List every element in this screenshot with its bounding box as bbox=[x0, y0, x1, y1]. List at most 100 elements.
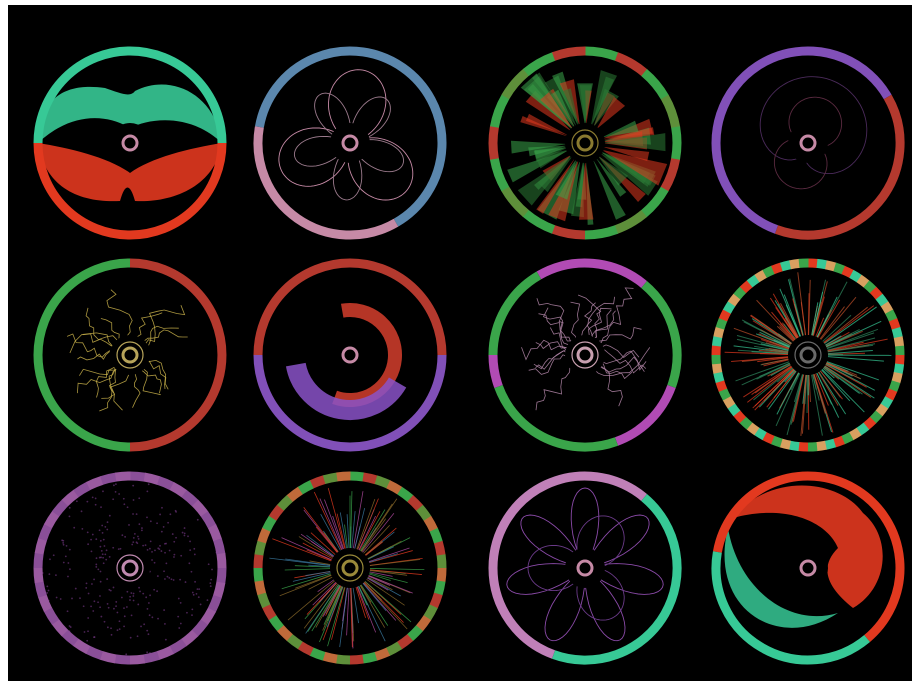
ring-segment bbox=[869, 410, 883, 424]
ray bbox=[362, 582, 397, 621]
ray bbox=[767, 363, 791, 377]
ring-segment bbox=[746, 274, 760, 288]
ring-segment bbox=[660, 158, 681, 192]
ray bbox=[325, 585, 342, 616]
ring-segment bbox=[718, 309, 732, 322]
dot bbox=[59, 598, 62, 600]
ring-segment bbox=[891, 372, 903, 384]
ray bbox=[357, 498, 379, 550]
dot bbox=[101, 531, 104, 534]
ray bbox=[827, 338, 888, 352]
ray bbox=[312, 581, 337, 606]
dot bbox=[99, 595, 101, 597]
dot bbox=[116, 629, 119, 632]
dot bbox=[74, 587, 77, 590]
ray bbox=[363, 582, 408, 630]
dot bbox=[142, 592, 145, 595]
dot bbox=[142, 544, 145, 547]
ring-segment bbox=[711, 142, 779, 234]
wedge bbox=[597, 155, 629, 186]
ray bbox=[311, 541, 334, 558]
ring-segment bbox=[551, 494, 682, 665]
ray bbox=[823, 366, 863, 395]
ray bbox=[819, 370, 843, 400]
dot bbox=[100, 549, 103, 552]
dot bbox=[151, 550, 153, 553]
scribble bbox=[77, 367, 119, 394]
dot bbox=[129, 595, 132, 598]
dot bbox=[146, 549, 149, 551]
dot bbox=[123, 615, 126, 618]
dot bbox=[178, 627, 181, 629]
ray bbox=[792, 374, 805, 422]
ray bbox=[825, 320, 882, 348]
dot bbox=[174, 509, 177, 512]
dot bbox=[100, 615, 103, 618]
ray bbox=[826, 332, 875, 350]
dot bbox=[146, 651, 149, 654]
ray bbox=[743, 365, 792, 398]
dot bbox=[171, 533, 174, 535]
scribble bbox=[100, 318, 120, 341]
hub-shadow bbox=[788, 335, 828, 375]
ring-segment bbox=[349, 654, 364, 665]
ring-segment bbox=[156, 476, 175, 491]
ray bbox=[815, 317, 825, 337]
ray bbox=[755, 333, 790, 348]
ring-segment bbox=[733, 286, 747, 300]
dot bbox=[106, 626, 109, 629]
dot bbox=[146, 490, 149, 493]
ring-segment bbox=[789, 258, 800, 270]
ray bbox=[346, 514, 350, 549]
dot bbox=[130, 614, 133, 617]
ring-segment bbox=[727, 293, 741, 307]
dot bbox=[108, 555, 111, 558]
dot bbox=[132, 541, 135, 544]
ray bbox=[827, 352, 866, 355]
ray bbox=[308, 564, 331, 568]
ray bbox=[765, 348, 789, 353]
dot bbox=[52, 554, 55, 557]
ray bbox=[306, 535, 335, 557]
ray bbox=[761, 358, 789, 365]
dot bbox=[86, 500, 89, 503]
dot bbox=[46, 585, 49, 588]
ray bbox=[821, 368, 865, 413]
ray bbox=[823, 306, 868, 343]
ray bbox=[806, 374, 809, 414]
ray bbox=[817, 371, 839, 406]
wedge bbox=[555, 159, 578, 200]
dot bbox=[197, 596, 200, 599]
dot bbox=[104, 553, 107, 556]
ring-segment bbox=[856, 422, 870, 436]
ray bbox=[776, 325, 794, 342]
ray bbox=[820, 296, 857, 340]
dot bbox=[115, 483, 117, 486]
ring-segment bbox=[715, 317, 728, 330]
ray bbox=[298, 536, 334, 558]
hub bbox=[341, 346, 359, 364]
dot bbox=[62, 542, 65, 544]
dot bbox=[47, 589, 50, 592]
dot bbox=[136, 635, 139, 638]
ring-segment bbox=[33, 46, 227, 144]
scribble bbox=[581, 296, 615, 337]
ray bbox=[303, 507, 339, 553]
dot bbox=[123, 503, 126, 506]
ring-segment bbox=[727, 403, 741, 417]
ring-segment bbox=[788, 440, 800, 452]
ray bbox=[362, 512, 395, 553]
dot bbox=[68, 625, 71, 627]
ray bbox=[783, 294, 802, 337]
ring-segment bbox=[33, 354, 131, 452]
ray bbox=[303, 509, 338, 553]
ray bbox=[776, 372, 800, 415]
dot bbox=[133, 532, 136, 535]
ray bbox=[772, 293, 799, 338]
ray bbox=[307, 584, 340, 632]
dot bbox=[195, 592, 198, 595]
dot bbox=[99, 539, 102, 542]
dot bbox=[68, 515, 71, 518]
dot bbox=[209, 585, 212, 588]
ray bbox=[294, 565, 331, 568]
